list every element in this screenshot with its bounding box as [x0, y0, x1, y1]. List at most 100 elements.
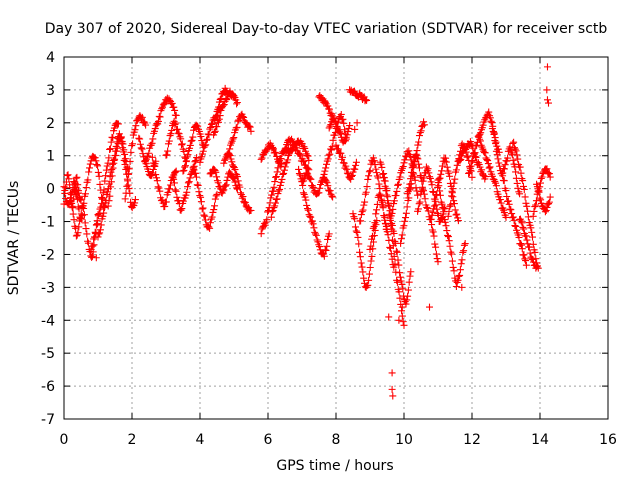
x-tick-label: 10 [395, 432, 413, 448]
data-point [155, 112, 163, 120]
data-point [492, 182, 500, 190]
y-tick-label: -1 [41, 215, 55, 231]
data-point [234, 177, 242, 185]
data-point [383, 228, 391, 236]
data-point [453, 210, 461, 218]
data-point [513, 151, 521, 159]
data-point [467, 162, 475, 170]
data-point [189, 133, 197, 141]
data-point [276, 181, 284, 189]
data-point [534, 264, 542, 272]
data-point [317, 94, 325, 102]
data-point [172, 119, 180, 127]
data-point [316, 243, 324, 251]
data-point [100, 186, 108, 194]
data-point [92, 157, 100, 165]
data-point [207, 120, 215, 128]
data-point [64, 171, 72, 179]
data-point [545, 99, 552, 107]
data-point [106, 145, 114, 153]
data-point [162, 198, 170, 206]
data-point [442, 154, 450, 162]
data-point [456, 156, 464, 164]
data-point [119, 144, 127, 152]
data-point [377, 160, 385, 168]
data-point [149, 166, 157, 173]
data-point [508, 210, 516, 218]
data-point [405, 184, 413, 192]
data-point [352, 227, 360, 235]
data-point [269, 145, 277, 153]
data-point [339, 115, 347, 123]
data-point [125, 165, 133, 173]
data-point [296, 171, 304, 179]
data-point [509, 139, 517, 147]
data-point [443, 227, 451, 235]
data-point [121, 160, 129, 168]
data-point [98, 195, 106, 203]
y-tick-label: -2 [41, 247, 55, 263]
data-point [68, 199, 76, 207]
data-point [499, 172, 507, 180]
data-point [519, 177, 527, 185]
data-point [129, 140, 137, 148]
data-point [445, 237, 453, 245]
data-point [543, 86, 551, 94]
data-point [434, 211, 442, 219]
data-point [403, 203, 411, 211]
data-point [461, 240, 469, 248]
data-point [200, 211, 208, 219]
data-point [322, 246, 330, 254]
data-point [182, 158, 190, 166]
data-point [229, 163, 237, 171]
data-point [371, 161, 379, 169]
data-point [320, 252, 328, 260]
x-tick-label: 6 [264, 432, 273, 448]
data-point [546, 193, 554, 201]
data-point [528, 255, 536, 263]
data-point [329, 136, 337, 144]
data-point [228, 158, 236, 166]
data-point [399, 318, 407, 326]
data-point [543, 96, 551, 104]
data-point [281, 163, 289, 171]
data-point [409, 161, 417, 169]
data-point [75, 223, 83, 231]
y-tick-label: 0 [46, 182, 55, 198]
data-point [313, 236, 321, 244]
data-point [137, 144, 145, 152]
data-point [278, 175, 286, 183]
data-point [153, 177, 161, 185]
data-point [247, 127, 255, 135]
data-point [389, 392, 397, 400]
data-point [469, 152, 477, 160]
data-point [496, 162, 504, 170]
data-point [357, 259, 365, 267]
data-point [282, 144, 290, 152]
data-point [442, 222, 450, 230]
data-point [463, 153, 471, 161]
data-point [321, 98, 329, 106]
data-point [476, 135, 484, 143]
data-point [222, 95, 230, 103]
data-point [100, 209, 108, 217]
data-point [98, 199, 106, 207]
data-point [324, 182, 332, 190]
x-tick-label: 16 [599, 432, 617, 448]
data-point [545, 200, 553, 208]
data-point [299, 181, 307, 189]
data-point [410, 157, 418, 165]
x-tick-label: 14 [531, 432, 549, 448]
data-point [208, 213, 216, 221]
data-point [122, 165, 130, 173]
data-point [178, 205, 186, 213]
data-point [524, 207, 532, 215]
data-point [187, 170, 195, 178]
data-point [170, 103, 178, 111]
data-point [329, 193, 337, 201]
data-point [152, 171, 160, 179]
data-point [447, 201, 455, 209]
data-point [431, 195, 439, 203]
data-point [193, 154, 201, 162]
data-point [312, 230, 320, 238]
